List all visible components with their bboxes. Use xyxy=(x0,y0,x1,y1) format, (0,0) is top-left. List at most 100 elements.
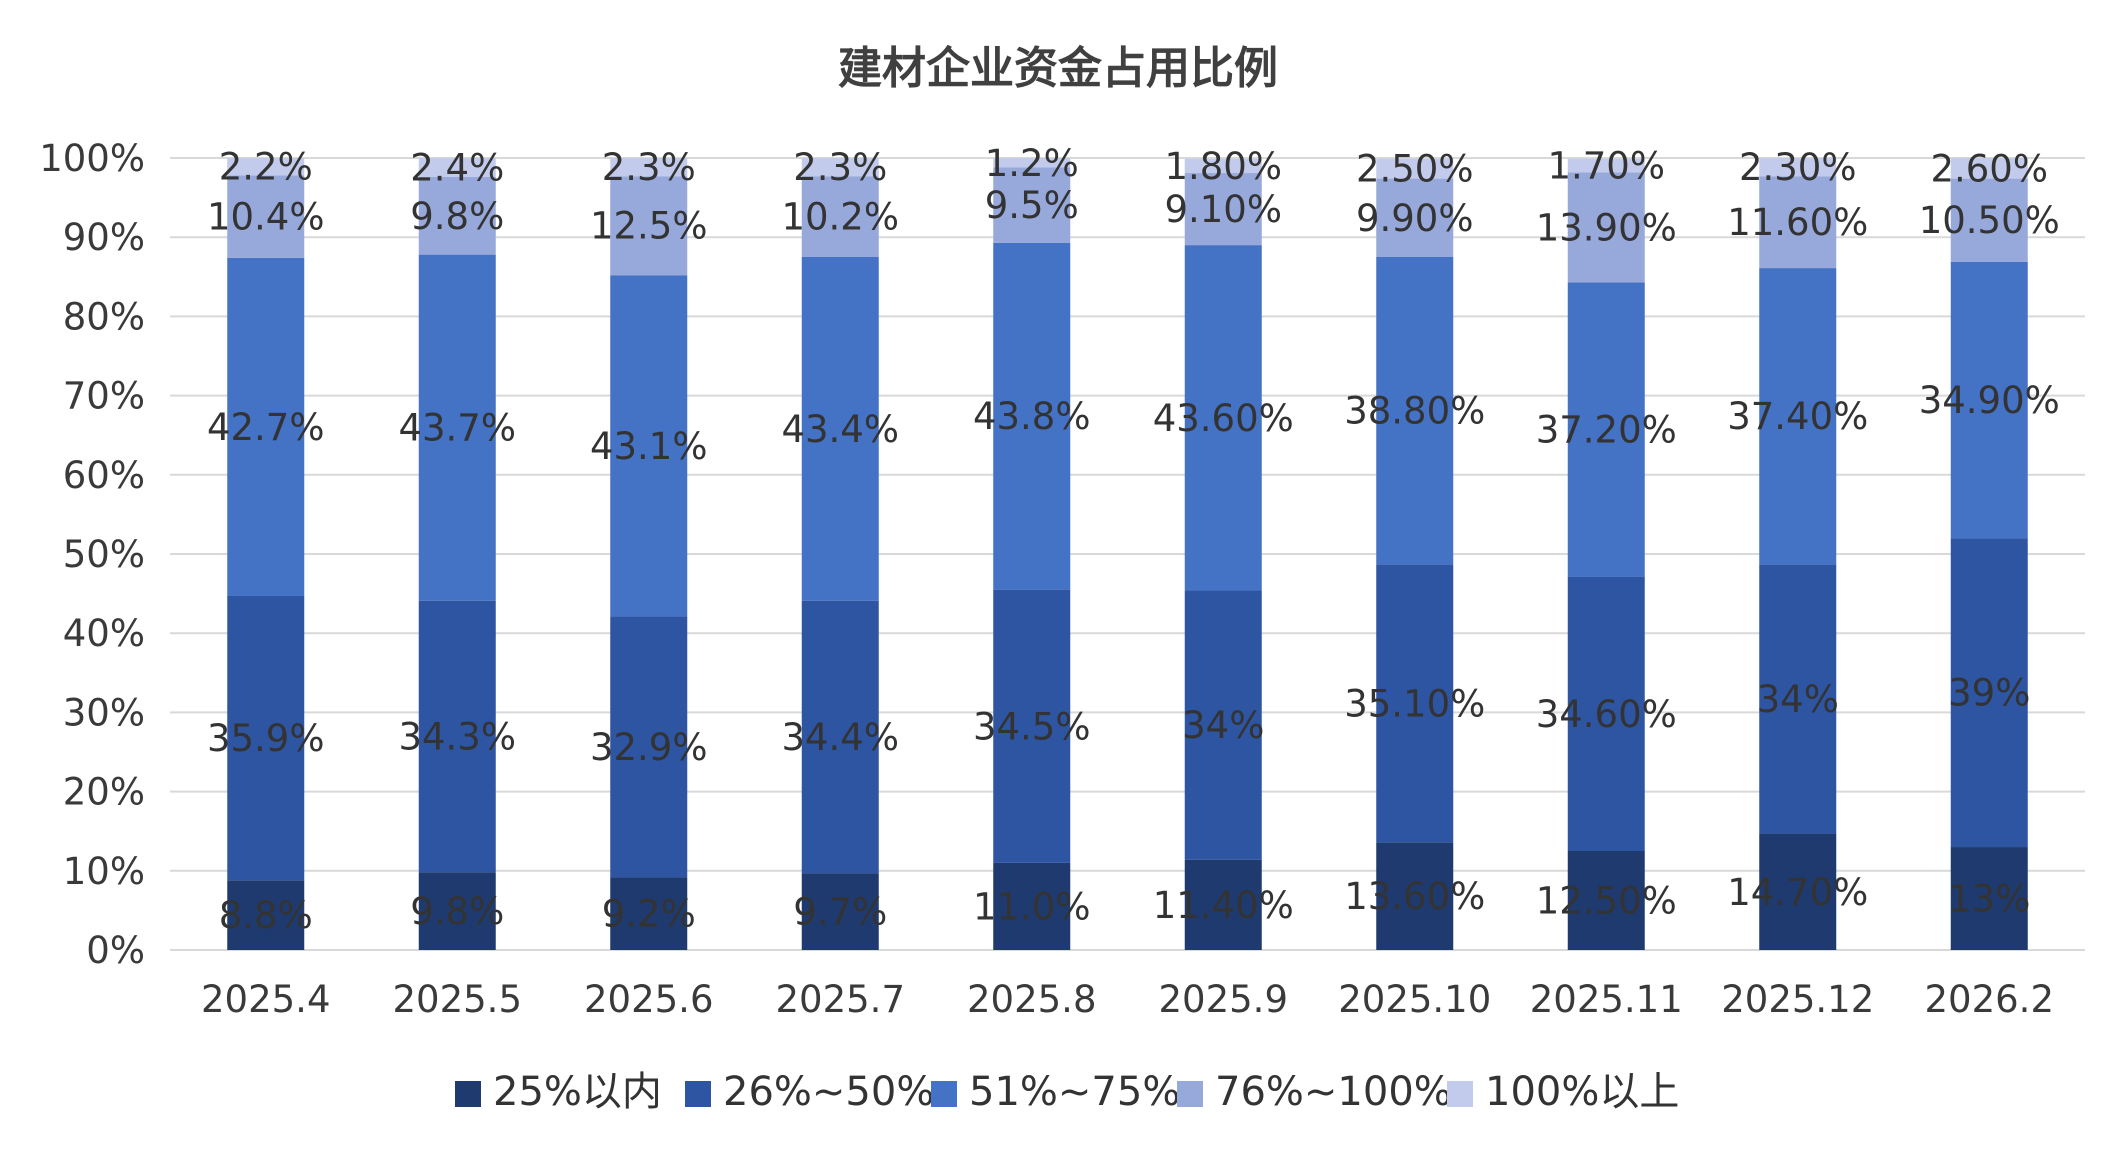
data-label: 1.80% xyxy=(1164,145,1282,188)
bar-segment xyxy=(993,167,1071,243)
data-label: 39% xyxy=(1948,672,2030,715)
bar-segment xyxy=(1567,851,1645,950)
bar-segment xyxy=(1376,158,1454,179)
x-tick-label: 2025.12 xyxy=(1721,978,1874,1021)
axis-layer: 0% 10% 20% 30% 40% 50% 60% 70% 80% 90% 100% 2025.4 2… xyxy=(39,137,2054,1021)
data-label: 10.4% xyxy=(207,196,325,239)
bar-segment xyxy=(227,595,305,881)
data-label: 12.50% xyxy=(1536,880,1677,923)
data-label: 9.90% xyxy=(1356,197,1474,240)
chart-title: 建材企业资金占用比例 xyxy=(838,43,1278,94)
data-label: 2.60% xyxy=(1930,147,2048,190)
data-label: 43.60% xyxy=(1153,397,1294,440)
bar-segment xyxy=(418,177,496,255)
data-label: 42.7% xyxy=(207,406,325,449)
x-tick-label: 2025.11 xyxy=(1530,978,1683,1021)
bar-segment xyxy=(1567,172,1645,283)
data-label: 43.1% xyxy=(590,425,708,468)
data-label: 37.40% xyxy=(1727,395,1868,438)
data-label: 34% xyxy=(1757,678,1839,721)
data-label: 37.20% xyxy=(1536,409,1677,452)
data-label: 10.50% xyxy=(1919,199,2060,242)
x-tick-label: 2025.9 xyxy=(1159,978,1288,1021)
bar-segment xyxy=(1759,564,1837,834)
data-label: 32.9% xyxy=(590,726,708,769)
data-label: 38.80% xyxy=(1344,390,1485,433)
y-tick-label: 80% xyxy=(63,295,145,338)
legend-label: 100%以上 xyxy=(1485,1069,1679,1115)
bar-segment xyxy=(1567,282,1645,577)
bar-segment xyxy=(610,176,688,276)
data-label: 13.60% xyxy=(1344,875,1485,918)
data-label: 2.30% xyxy=(1739,146,1857,189)
bar-segment xyxy=(1567,158,1645,173)
data-label: 2.2% xyxy=(219,146,313,189)
data-label: 35.10% xyxy=(1344,682,1485,725)
bar-segment xyxy=(993,242,1071,590)
data-label: 9.8% xyxy=(410,195,504,238)
data-label: 12.5% xyxy=(590,205,708,248)
y-tick-label: 40% xyxy=(63,612,145,655)
x-tick-label: 2025.8 xyxy=(967,978,1096,1021)
data-label: 34.4% xyxy=(781,716,899,759)
legend-label: 26%~50% xyxy=(723,1069,934,1115)
x-tick-label: 2025.5 xyxy=(393,978,522,1021)
bar-segment xyxy=(418,872,496,950)
bar-segment xyxy=(418,158,496,178)
bar-segment xyxy=(801,176,879,257)
legend-label: 25%以内 xyxy=(493,1069,662,1115)
bar-segment xyxy=(1376,564,1454,843)
bar-segment xyxy=(1950,158,2028,179)
data-label: 35.9% xyxy=(207,717,325,760)
y-tick-label: 50% xyxy=(63,533,145,576)
bar-segment xyxy=(1759,268,1837,565)
bar-segment xyxy=(1950,538,2028,848)
data-label: 9.8% xyxy=(410,890,504,933)
x-tick-label: 2025.10 xyxy=(1338,978,1491,1021)
legend-swatch xyxy=(1447,1081,1473,1107)
y-tick-label: 100% xyxy=(39,137,145,180)
data-label: 34.60% xyxy=(1536,693,1677,736)
bar-segment xyxy=(1184,158,1262,174)
bar-segment xyxy=(1184,859,1262,950)
bar-layer xyxy=(227,158,2028,950)
y-tick-label: 0% xyxy=(86,929,145,972)
data-label: 1.70% xyxy=(1547,145,1665,188)
bar-segment xyxy=(993,158,1071,168)
bar-segment xyxy=(1376,842,1454,950)
data-label: 34.5% xyxy=(973,705,1091,748)
bar-segment xyxy=(227,158,305,176)
bar-segment xyxy=(1376,178,1454,257)
bar-segment xyxy=(227,257,305,596)
bar-segment xyxy=(1950,847,2028,950)
bar-segment xyxy=(418,254,496,601)
legend-swatch xyxy=(931,1081,957,1107)
data-label: 9.7% xyxy=(793,891,887,934)
data-label: 9.10% xyxy=(1164,188,1282,231)
legend-swatch xyxy=(1177,1081,1203,1107)
data-label-layer: 8.8% 35.9% 42.7% 10.4% 2.2% 9.8% 34.3% 43.7% 9.8… xyxy=(207,142,2060,937)
data-label: 8.8% xyxy=(219,894,313,937)
bar-segment xyxy=(610,275,688,617)
bar-segment xyxy=(1184,590,1262,860)
data-label: 9.2% xyxy=(602,893,696,936)
bar-segment xyxy=(610,877,688,950)
data-label: 43.7% xyxy=(398,407,516,450)
bar-segment xyxy=(993,862,1071,950)
data-label: 2.3% xyxy=(793,146,887,189)
data-label: 13% xyxy=(1948,878,2030,921)
y-tick-label: 90% xyxy=(63,216,145,259)
bar-segment xyxy=(1950,178,2028,262)
data-label: 11.0% xyxy=(973,885,1091,928)
bar-segment xyxy=(1950,261,2028,539)
bar-segment xyxy=(801,158,879,177)
data-label: 9.5% xyxy=(985,184,1079,227)
data-label: 14.70% xyxy=(1727,871,1868,914)
legend: 25%以内 26%~50% 51%~75% 76%~100% 100%以上 xyxy=(455,1069,1679,1115)
data-label: 13.90% xyxy=(1536,206,1677,249)
bar-segment xyxy=(1376,257,1454,565)
bar-segment xyxy=(1759,176,1837,269)
bar-segment xyxy=(610,158,688,177)
y-tick-label: 70% xyxy=(63,375,145,418)
